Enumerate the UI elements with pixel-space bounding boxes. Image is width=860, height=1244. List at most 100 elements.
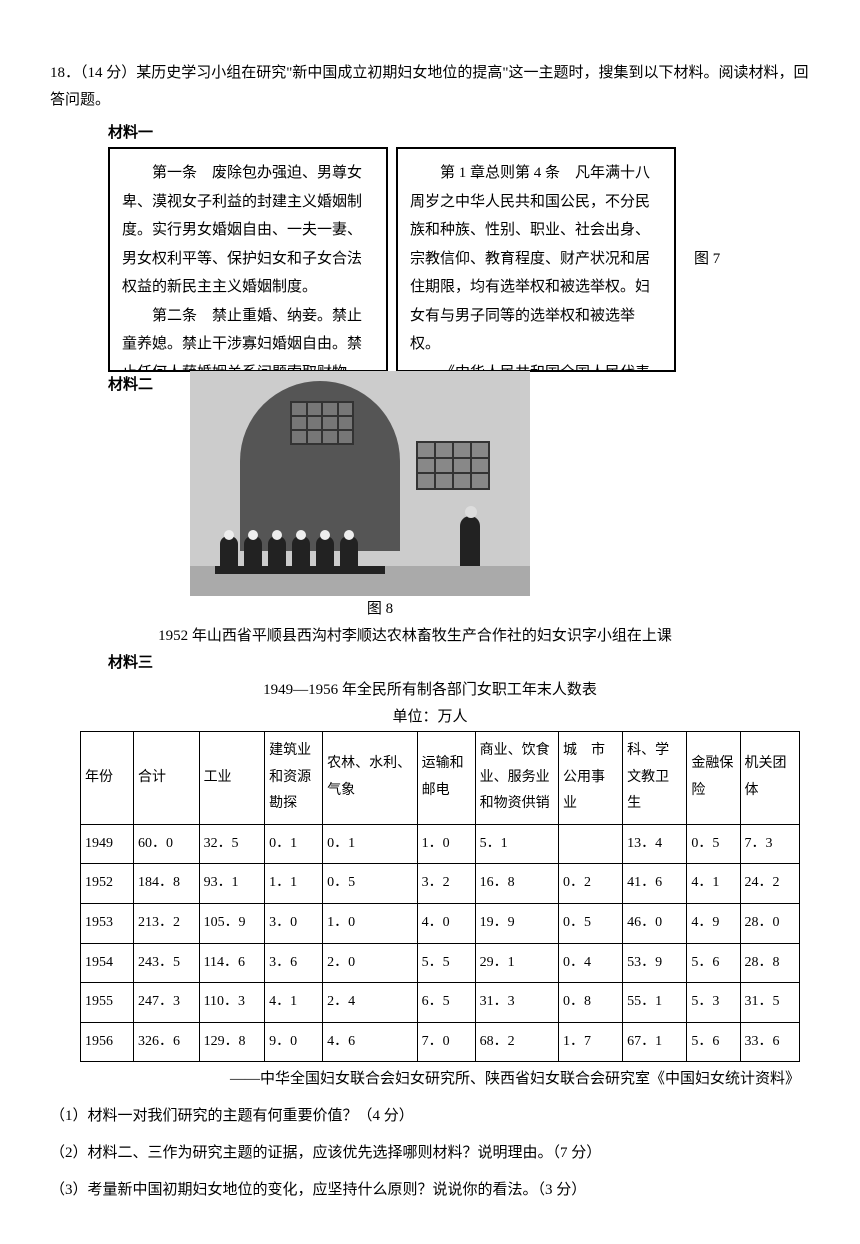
table-cell: 24．2 xyxy=(740,864,799,904)
table-cell: 1953 xyxy=(81,903,134,943)
table-source: ——中华全国妇女联合会妇女研究所、陕西省妇女联合会研究室《中国妇女统计资料》 xyxy=(50,1066,800,1093)
table-cell: 53．9 xyxy=(623,943,687,983)
material2-photo-holder: 图 8 xyxy=(190,371,530,623)
table-cell: 2．4 xyxy=(323,983,418,1023)
table-row: 1952184．893．11．10．53．216．80．241．64．124．2 xyxy=(81,864,800,904)
table-cell: 5．1 xyxy=(475,824,558,864)
table-cell: 213．2 xyxy=(133,903,199,943)
box-left-p1: 第一条 废除包办强迫、男尊女卑、漠视女子利益的封建主义婚姻制度。实行男女婚姻自由… xyxy=(122,159,374,302)
table-cell: 1．0 xyxy=(417,824,475,864)
table-cell: 0．5 xyxy=(559,903,623,943)
table-row: 1953213．2105．93．01．04．019．90．546．04．928．… xyxy=(81,903,800,943)
table-cell: 46．0 xyxy=(623,903,687,943)
table-cell: 247．3 xyxy=(133,983,199,1023)
table-cell: 4．9 xyxy=(687,903,740,943)
table-cell: 114．6 xyxy=(199,943,265,983)
table-cell: 16．8 xyxy=(475,864,558,904)
table-cell: 0．5 xyxy=(323,864,418,904)
table-cell: 326．6 xyxy=(133,1022,199,1062)
table-cell: 1954 xyxy=(81,943,134,983)
table-cell: 3．6 xyxy=(265,943,323,983)
table-cell: 2．0 xyxy=(323,943,418,983)
table-cell: 1．7 xyxy=(559,1022,623,1062)
table-cell: 28．0 xyxy=(740,903,799,943)
box-right-p2: ——《中华人民共和国全国人民代表大会及地方各级人民代表大会选举法》（1953 xyxy=(410,359,662,373)
table-cell: 7．0 xyxy=(417,1022,475,1062)
box-right-p1: 第 1 章总则第 4 条 凡年满十八周岁之中华人民共和国公民，不分民族和种族、性… xyxy=(410,159,662,359)
table-cell: 28．8 xyxy=(740,943,799,983)
table-cell: 1949 xyxy=(81,824,134,864)
table-body: 194960．032．50．10．11．05．113．40．57．3195218… xyxy=(81,824,800,1062)
table-cell: 0．1 xyxy=(323,824,418,864)
table-cell: 41．6 xyxy=(623,864,687,904)
table-cell: 1955 xyxy=(81,983,134,1023)
table-cell: 9．0 xyxy=(265,1022,323,1062)
table-cell: 4．0 xyxy=(417,903,475,943)
table-cell: 0．1 xyxy=(265,824,323,864)
table-header-cell: 年份 xyxy=(81,732,134,825)
table-cell: 3．2 xyxy=(417,864,475,904)
table-cell: 33．6 xyxy=(740,1022,799,1062)
table-cell: 19．9 xyxy=(475,903,558,943)
table-row: 1954243．5114．63．62．05．529．10．453．95．628．… xyxy=(81,943,800,983)
table-cell: 1952 xyxy=(81,864,134,904)
table-header-row: 年份合计工业建筑业和资源勘探农林、水利、气象运输和邮电商业、饮食业、服务业和物资… xyxy=(81,732,800,825)
table-title: 1949—1956 年全民所有制各部门女职工年末人数表 xyxy=(50,677,810,704)
question-stem: 18．（14 分）某历史学习小组在研究"新中国成立初期妇女地位的提高"这一主题时… xyxy=(50,60,810,114)
table-header-cell: 金融保险 xyxy=(687,732,740,825)
subquestion-3: （3）考量新中国初期妇女地位的变化，应坚持什么原则？说说你的看法。（3 分） xyxy=(50,1177,810,1204)
table-cell: 68．2 xyxy=(475,1022,558,1062)
table-cell: 4．1 xyxy=(265,983,323,1023)
table-row: 1956326．6129．89．04．67．068．21．767．15．633．… xyxy=(81,1022,800,1062)
table-cell: 6．5 xyxy=(417,983,475,1023)
table-cell: 4．1 xyxy=(687,864,740,904)
table-row: 1955247．3110．34．12．46．531．30．855．15．331．… xyxy=(81,983,800,1023)
table-cell: 31．5 xyxy=(740,983,799,1023)
subquestion-2: （2）材料二、三作为研究主题的证据，应该优先选择哪则材料？说明理由。（7 分） xyxy=(50,1140,810,1167)
table-cell: 7．3 xyxy=(740,824,799,864)
table-cell: 5．6 xyxy=(687,943,740,983)
material1-boxes: 第一条 废除包办强迫、男尊女卑、漠视女子利益的封建主义婚姻制度。实行男女婚姻自由… xyxy=(108,147,810,372)
table-header-cell: 城 市公用事业 xyxy=(559,732,623,825)
table-header-cell: 机关团体 xyxy=(740,732,799,825)
table-cell: 5．5 xyxy=(417,943,475,983)
table-cell: 1．0 xyxy=(323,903,418,943)
material1-box-left: 第一条 废除包办强迫、男尊女卑、漠视女子利益的封建主义婚姻制度。实行男女婚姻自由… xyxy=(108,147,388,372)
material2-caption: 1952 年山西省平顺县西沟村李顺达农林畜牧生产合作社的妇女识字小组在上课 xyxy=(20,623,810,650)
question-number: 18．（14 分） xyxy=(50,65,136,81)
table-cell: 129．8 xyxy=(199,1022,265,1062)
table-header-cell: 工业 xyxy=(199,732,265,825)
table-cell: 110．3 xyxy=(199,983,265,1023)
table-header-cell: 农林、水利、气象 xyxy=(323,732,418,825)
table-cell: 0．8 xyxy=(559,983,623,1023)
table-cell: 60．0 xyxy=(133,824,199,864)
table-header-cell: 建筑业和资源勘探 xyxy=(265,732,323,825)
table-header-cell: 合计 xyxy=(133,732,199,825)
table-cell: 243．5 xyxy=(133,943,199,983)
table-cell: 0．5 xyxy=(687,824,740,864)
table-header-cell: 科、学文教卫生 xyxy=(623,732,687,825)
table-row: 194960．032．50．10．11．05．113．40．57．3 xyxy=(81,824,800,864)
table-cell: 4．6 xyxy=(323,1022,418,1062)
table-cell: 5．3 xyxy=(687,983,740,1023)
table-cell: 32．5 xyxy=(199,824,265,864)
table-cell: 13．4 xyxy=(623,824,687,864)
table-cell: 184．8 xyxy=(133,864,199,904)
table-cell: 105．9 xyxy=(199,903,265,943)
table-cell: 1956 xyxy=(81,1022,134,1062)
data-table: 年份合计工业建筑业和资源勘探农林、水利、气象运输和邮电商业、饮食业、服务业和物资… xyxy=(80,731,800,1062)
material1-label: 材料一 xyxy=(108,120,810,147)
figure8-label: 图 8 xyxy=(230,596,530,623)
table-cell: 1．1 xyxy=(265,864,323,904)
table-cell: 31．3 xyxy=(475,983,558,1023)
table-cell: 0．2 xyxy=(559,864,623,904)
table-cell: 29．1 xyxy=(475,943,558,983)
box-left-p2: 第二条 禁止重婚、纳妾。禁止童养媳。禁止干涉寡妇婚姻自由。禁止任何人藉婚姻关系问… xyxy=(122,302,374,373)
material1-box-right: 第 1 章总则第 4 条 凡年满十八周岁之中华人民共和国公民，不分民族和种族、性… xyxy=(396,147,676,372)
table-cell: 93．1 xyxy=(199,864,265,904)
table-cell xyxy=(559,824,623,864)
table-header-cell: 运输和邮电 xyxy=(417,732,475,825)
table-header-cell: 商业、饮食业、服务业和物资供销 xyxy=(475,732,558,825)
table-cell: 0．4 xyxy=(559,943,623,983)
table-cell: 5．6 xyxy=(687,1022,740,1062)
